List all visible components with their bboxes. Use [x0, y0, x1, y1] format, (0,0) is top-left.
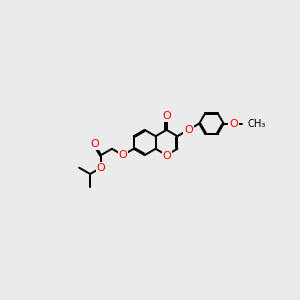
- Text: O: O: [90, 139, 99, 149]
- Text: O: O: [184, 125, 193, 135]
- Text: O: O: [230, 118, 238, 129]
- Text: O: O: [162, 151, 171, 161]
- Text: O: O: [162, 111, 171, 121]
- Text: O: O: [97, 163, 105, 173]
- Text: CH₃: CH₃: [247, 118, 266, 129]
- Text: O: O: [118, 150, 127, 160]
